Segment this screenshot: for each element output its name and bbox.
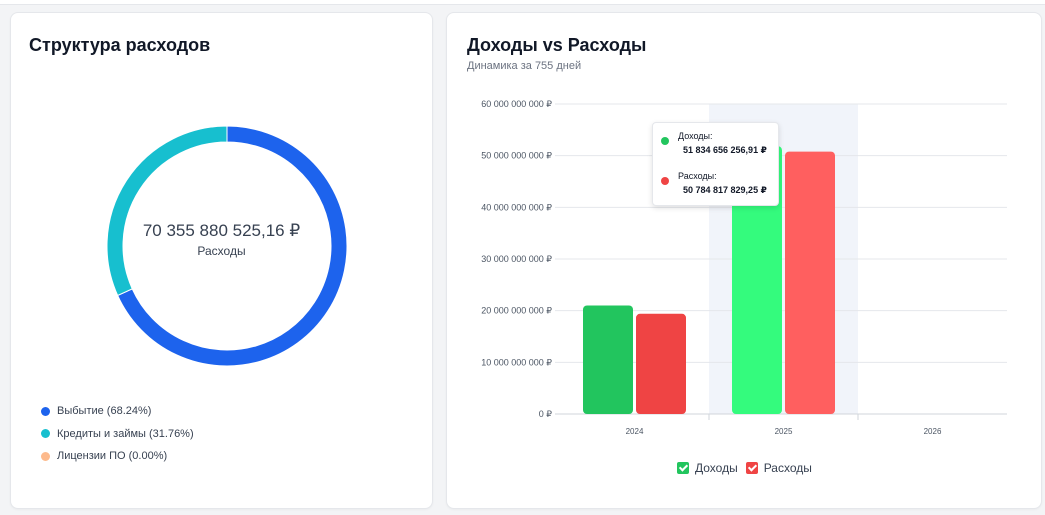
y-tick-label: 20 000 000 000 ₽	[481, 306, 552, 316]
legend-income-label: Доходы	[695, 461, 738, 475]
donut-slice-disposal[interactable]	[117, 125, 348, 367]
income-vs-expense-card: Доходы vs Расходы Динамика за 755 дней 0…	[446, 12, 1042, 509]
top-bar	[0, 0, 1045, 5]
y-tick-label: 50 000 000 000 ₽	[481, 151, 552, 161]
legend-label-disposal: Выбытие (68.24%)	[57, 405, 152, 418]
bar-chart: 0 ₽ 10 000 000 000 ₽ 20 000 000 000 ₽ 30 00…	[481, 99, 1007, 436]
x-tick-label: 2026	[924, 427, 942, 436]
donut-legend: Выбытие (68.24%) Кредиты и займы (31.76%…	[41, 400, 194, 468]
x-tick-label: 2025	[775, 427, 793, 436]
bar-income-2025[interactable]	[732, 146, 782, 414]
tooltip-expense-label: Расходы:	[678, 171, 717, 181]
income-vs-expense-title: Доходы vs Расходы	[467, 35, 647, 55]
donut-center-value: 70 355 880 525,16 ₽	[142, 221, 301, 240]
x-tick-label: 2024	[626, 427, 644, 436]
tooltip-income-value: 51 834 656 256,91 ₽	[683, 145, 767, 155]
expense-structure-card: Структура расходов 70 355 880 525,16 ₽ Р…	[10, 12, 433, 509]
legend-expense-label: Расходы	[763, 461, 812, 475]
donut-chart	[106, 125, 348, 367]
legend-label-licenses: Лицензии ПО (0.00%)	[57, 450, 168, 463]
legend-dot-disposal	[41, 406, 50, 416]
donut-center-label: Расходы	[197, 244, 246, 258]
y-tick-label: 10 000 000 000 ₽	[481, 357, 552, 367]
bar-expense-2024[interactable]	[636, 313, 686, 414]
y-tick-label: 60 000 000 000 ₽	[481, 99, 552, 109]
checkbox-income-icon	[677, 462, 689, 474]
chart-tooltip: Доходы: 51 834 656 256,91 ₽ Расходы: 50 …	[652, 122, 779, 206]
tooltip-expense-value: 50 784 817 829,25 ₽	[683, 185, 767, 195]
legend-toggle-income[interactable]: Доходы	[677, 461, 738, 475]
tooltip-income-label: Доходы:	[678, 131, 713, 141]
bar-income-2024[interactable]	[583, 305, 633, 415]
legend-item-licenses[interactable]: Лицензии ПО (0.00%)	[41, 445, 194, 468]
y-tick-label: 0 ₽	[539, 409, 553, 419]
tooltip-income-dot	[661, 137, 669, 145]
expense-structure-title: Структура расходов	[29, 35, 211, 55]
legend-toggle-expense[interactable]: Расходы	[745, 461, 812, 475]
bar-expense-2025[interactable]	[785, 151, 835, 415]
legend-label-loans: Кредиты и займы (31.76%)	[57, 427, 194, 440]
legend-dot-loans	[41, 429, 50, 439]
bar-legend: Доходы Расходы	[677, 461, 820, 475]
legend-dot-licenses	[41, 451, 50, 461]
y-tick-label: 30 000 000 000 ₽	[481, 254, 552, 264]
legend-item-loans[interactable]: Кредиты и займы (31.76%)	[41, 423, 194, 446]
tooltip-expense-dot	[661, 177, 669, 185]
checkbox-expense-icon	[745, 462, 758, 474]
income-vs-expense-subtitle: Динамика за 755 дней	[467, 60, 582, 72]
y-tick-label: 40 000 000 000 ₽	[481, 202, 552, 212]
legend-item-disposal[interactable]: Выбытие (68.24%)	[41, 400, 194, 423]
donut-slice-loans[interactable]	[106, 125, 228, 297]
